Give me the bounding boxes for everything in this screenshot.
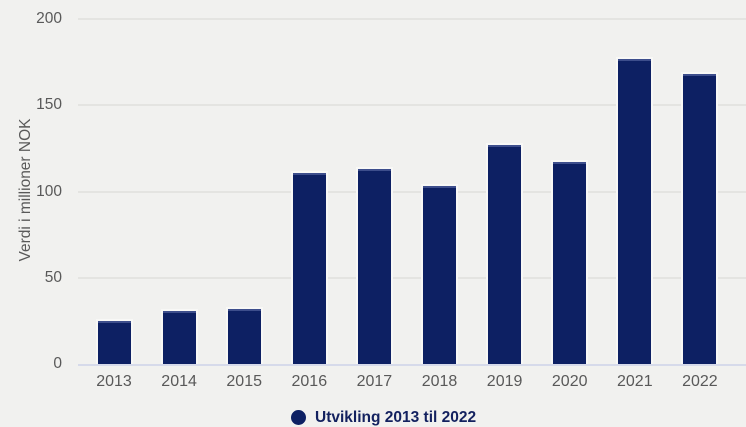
x-axis-line: [78, 364, 746, 366]
y-tick-label: 0: [53, 355, 62, 372]
bar-2021: [616, 56, 654, 364]
y-tick-label: 150: [36, 96, 62, 114]
x-tick-label: 2022: [682, 373, 718, 390]
x-tick-label: 2017: [356, 373, 393, 390]
bar-2013: [95, 318, 133, 364]
x-tick-label: 2014: [161, 373, 197, 390]
bar-2017: [355, 167, 393, 364]
gridline: [78, 104, 746, 107]
legend-circle-icon: [291, 410, 306, 425]
x-tick-label: 2016: [291, 373, 328, 390]
legend-label: Utvikling 2013 til 2022: [315, 409, 477, 426]
bar-2020: [551, 160, 589, 364]
y-tick-label: 50: [44, 268, 62, 286]
bar-2019: [486, 142, 524, 364]
x-tick-label: 2019: [486, 373, 523, 390]
bar-2015: [225, 306, 263, 364]
legend: Utvikling 2013 til 2022: [291, 409, 476, 427]
x-tick-label: 2015: [226, 373, 262, 390]
gridline: [78, 276, 746, 279]
gridline: [78, 18, 746, 20]
bar-2016: [290, 170, 328, 364]
y-tick-label: 100: [36, 182, 62, 200]
x-tick-label: 2013: [96, 373, 132, 390]
bar-2022: [681, 72, 719, 364]
bar-2014: [160, 308, 198, 364]
gridline: [78, 190, 746, 193]
x-tick-label: 2021: [617, 373, 653, 390]
x-tick-label: 2018: [421, 373, 458, 390]
y-axis-title: Verdi i millioner NOK: [17, 118, 34, 262]
bar-2018: [421, 184, 458, 364]
x-tick-label: 2020: [551, 373, 588, 390]
y-tick-label: 200: [36, 10, 62, 27]
